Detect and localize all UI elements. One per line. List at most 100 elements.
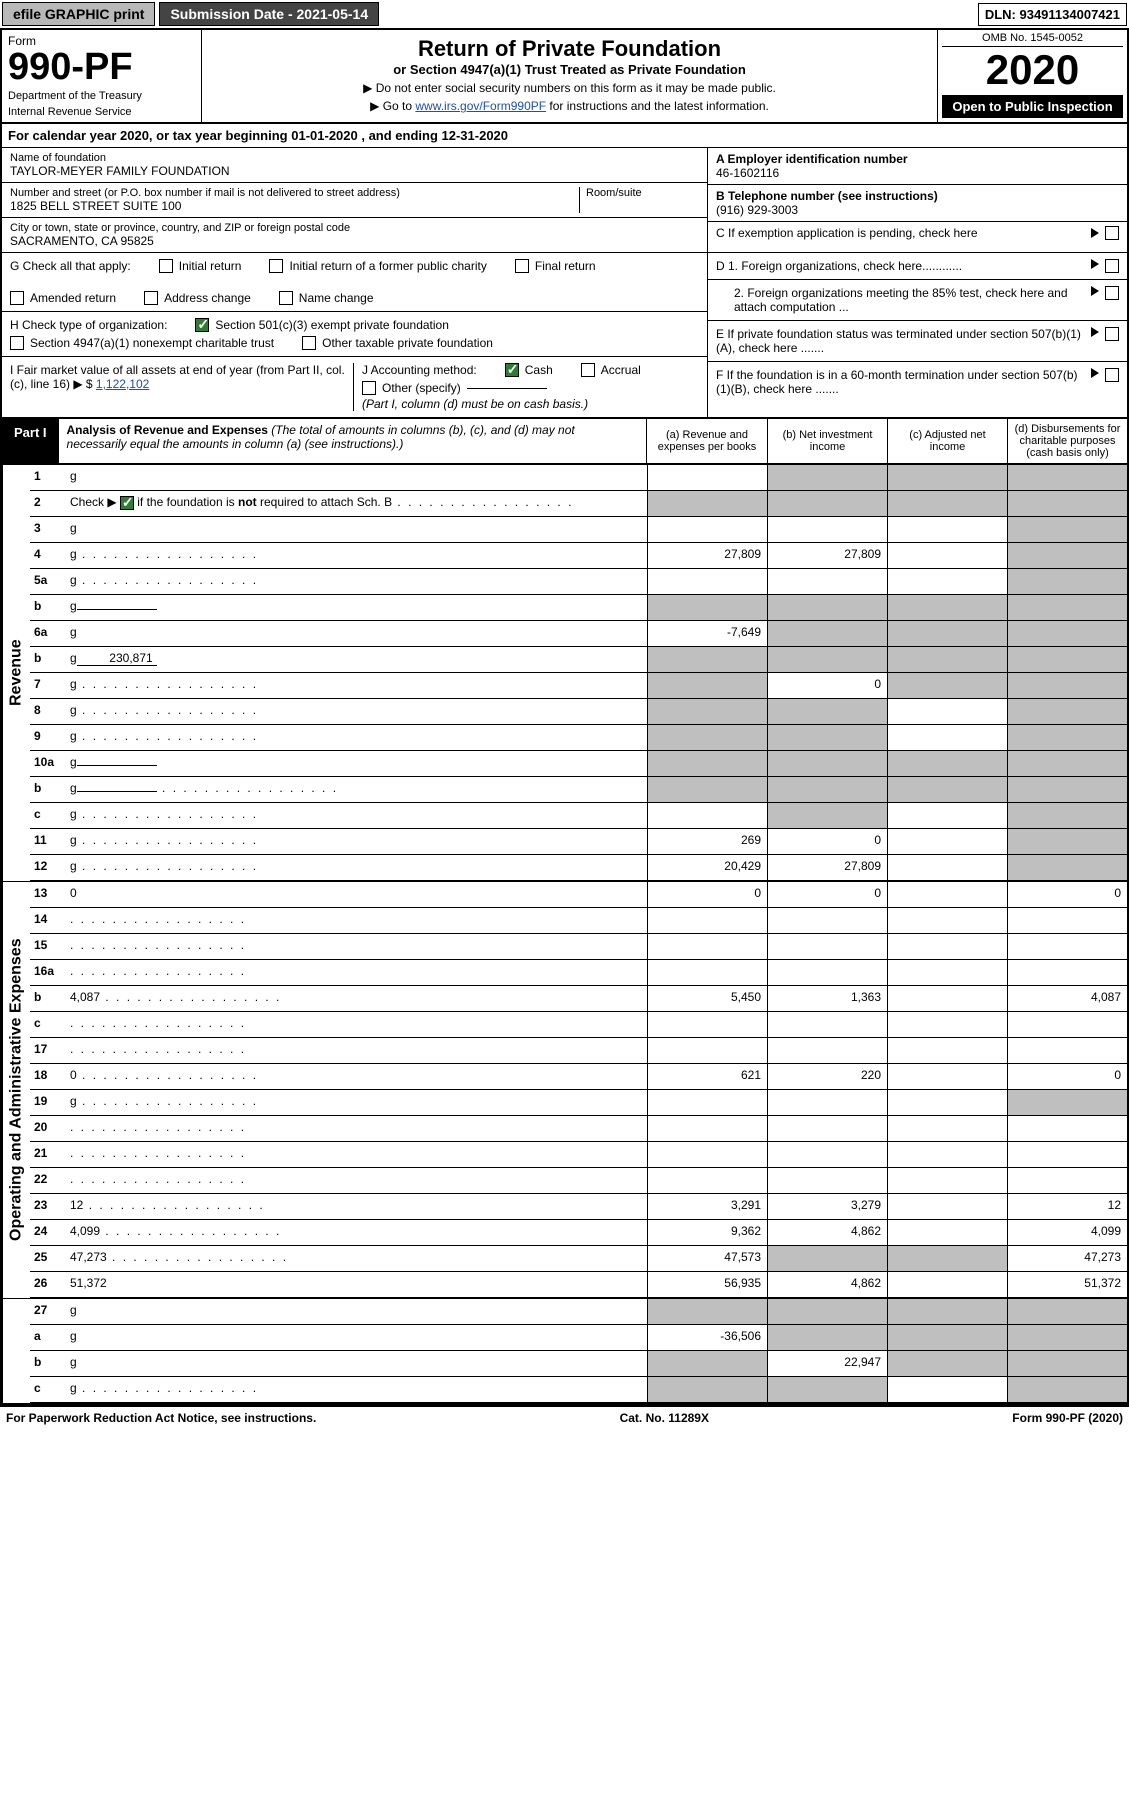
g-opt-0: Initial return: [179, 259, 242, 273]
j-checkbox-cash[interactable]: [505, 363, 519, 377]
e-checkbox[interactable]: [1105, 327, 1119, 341]
topbar: efile GRAPHIC print Submission Date - 20…: [0, 0, 1129, 28]
row-number: c: [30, 1012, 66, 1037]
j-checkbox-accrual[interactable]: [581, 363, 595, 377]
g-checkbox-final[interactable]: [515, 259, 529, 273]
id-right: A Employer identification number 46-1602…: [707, 148, 1127, 252]
g-checkbox-initial[interactable]: [159, 259, 173, 273]
row-cells: -7,649: [647, 621, 1127, 646]
irs-link[interactable]: www.irs.gov/Form990PF: [415, 99, 546, 113]
row-number: 7: [30, 673, 66, 698]
h-checkbox-501c3[interactable]: [195, 318, 209, 332]
d1-checkbox[interactable]: [1105, 259, 1119, 273]
def-right: D 1. Foreign organizations, check here..…: [707, 253, 1127, 417]
g-checkbox-amended[interactable]: [10, 291, 24, 305]
cell-b: 4,862: [767, 1272, 887, 1297]
row-cells: [647, 725, 1127, 750]
g-opt-initial-former: Initial return of a former public charit…: [269, 259, 486, 273]
g-checkbox-former[interactable]: [269, 259, 283, 273]
row-description: [66, 1038, 647, 1063]
cell-a: [647, 491, 767, 516]
cell-b: [767, 1142, 887, 1167]
row-number: 5a: [30, 569, 66, 594]
street-address: 1825 BELL STREET SUITE 100: [10, 199, 579, 213]
d2-checkbox[interactable]: [1105, 286, 1119, 300]
cell-b: [767, 569, 887, 594]
h-checkbox-other[interactable]: [302, 336, 316, 350]
summary-section: 27gag-36,506bg22,947cg: [2, 1298, 1127, 1405]
table-row: bg230,871: [30, 647, 1127, 673]
cell-c: [887, 882, 1007, 907]
row-cells: [647, 1012, 1127, 1037]
f-checkbox[interactable]: [1105, 368, 1119, 382]
j-checkbox-other[interactable]: [362, 381, 376, 395]
cell-c: [887, 751, 1007, 776]
cell-b: [767, 1116, 887, 1141]
row-number: b: [30, 777, 66, 802]
row-number: 9: [30, 725, 66, 750]
row-description: g: [66, 699, 647, 724]
h-checkbox-4947[interactable]: [10, 336, 24, 350]
row-cells: [647, 908, 1127, 933]
table-row: 20: [30, 1116, 1127, 1142]
e-row: E If private foundation status was termi…: [708, 321, 1127, 362]
table-row: 12g20,42927,809: [30, 855, 1127, 881]
cell-c: [887, 777, 1007, 802]
addr-label: Number and street (or P.O. box number if…: [10, 187, 579, 199]
cell-d: [1007, 517, 1127, 542]
g-checkbox-name[interactable]: [279, 291, 293, 305]
cell-a: [647, 699, 767, 724]
table-row: 16a: [30, 960, 1127, 986]
table-row: 14: [30, 908, 1127, 934]
pra-notice: For Paperwork Reduction Act Notice, see …: [6, 1411, 316, 1425]
row-description: g230,871: [66, 647, 647, 672]
instr-link-row: ▶ Go to www.irs.gov/Form990PF for instru…: [210, 99, 929, 113]
cell-b: 0: [767, 882, 887, 907]
cell-c: [887, 1038, 1007, 1063]
g-checkbox-address[interactable]: [144, 291, 158, 305]
g-row: G Check all that apply: Initial return I…: [2, 253, 707, 312]
cell-a: 0: [647, 882, 767, 907]
row-description: 0: [66, 882, 647, 907]
efile-button[interactable]: efile GRAPHIC print: [2, 2, 155, 26]
cell-c: [887, 1142, 1007, 1167]
table-row: 1g: [30, 465, 1127, 491]
row-cells: [647, 517, 1127, 542]
cell-b: [767, 1168, 887, 1193]
h-opt-501c3: Section 501(c)(3) exempt private foundat…: [195, 318, 448, 332]
row-cells: 27,80927,809: [647, 543, 1127, 568]
row-cells: [647, 803, 1127, 828]
cell-d: [1007, 1168, 1127, 1193]
inline-value: [77, 609, 157, 610]
ghij-block: G Check all that apply: Initial return I…: [2, 253, 1127, 417]
row-number: c: [30, 803, 66, 828]
header-right: OMB No. 1545-0052 2020 Open to Public In…: [937, 30, 1127, 122]
c-checkbox[interactable]: [1105, 226, 1119, 240]
row-cells: 3,2913,27912: [647, 1194, 1127, 1219]
cell-a: [647, 569, 767, 594]
cell-b: [767, 1038, 887, 1063]
cell-b: 220: [767, 1064, 887, 1089]
row-cells: 47,57347,273: [647, 1246, 1127, 1271]
table-row: 6ag-7,649: [30, 621, 1127, 647]
row-number: 23: [30, 1194, 66, 1219]
cell-b: 0: [767, 829, 887, 854]
row-number: 17: [30, 1038, 66, 1063]
row-cells: 5,4501,3634,087: [647, 986, 1127, 1011]
dept-treasury: Department of the Treasury: [8, 90, 195, 102]
table-row: 3g: [30, 517, 1127, 543]
cell-d: [1007, 725, 1127, 750]
phone-cell: B Telephone number (see instructions) (9…: [708, 185, 1127, 222]
cell-b: [767, 1246, 887, 1271]
row-description: g: [66, 1377, 647, 1402]
row-number: b: [30, 1351, 66, 1376]
omb-number: OMB No. 1545-0052: [942, 32, 1123, 47]
cal-end: 12-31-2020: [442, 128, 509, 143]
table-row: 2547,27347,57347,273: [30, 1246, 1127, 1272]
cell-c: [887, 1116, 1007, 1141]
row-number: b: [30, 647, 66, 672]
table-row: cg: [30, 803, 1127, 829]
cell-d: [1007, 569, 1127, 594]
schb-checkbox[interactable]: [120, 496, 134, 510]
row-description: [66, 960, 647, 985]
